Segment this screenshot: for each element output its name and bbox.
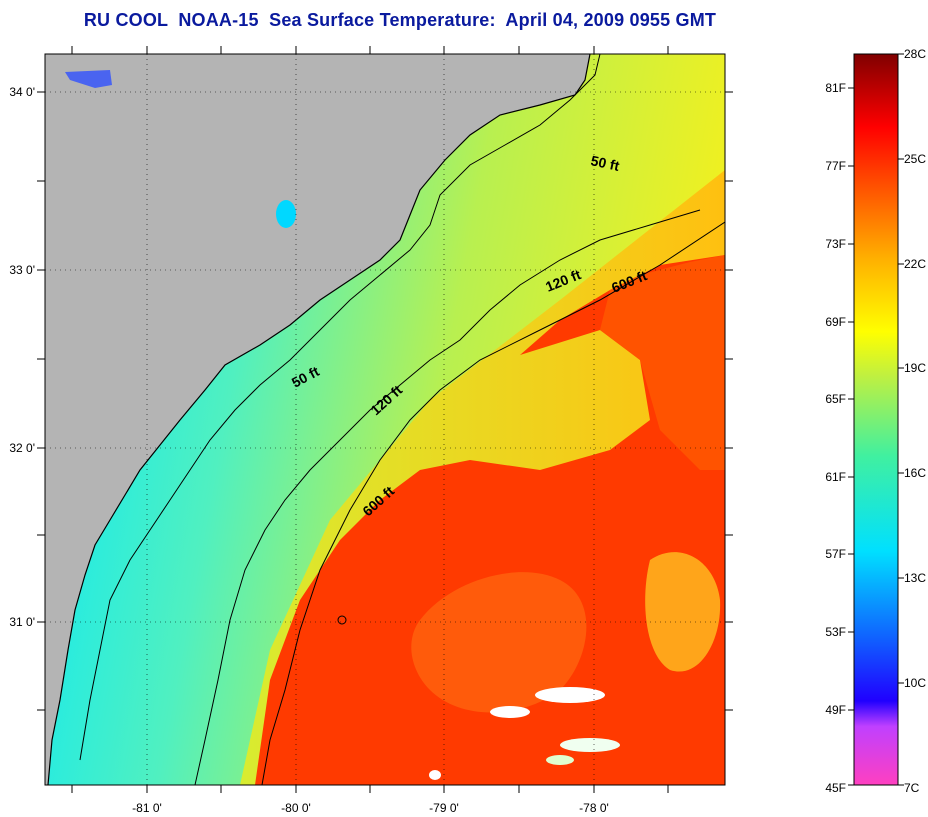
lat-label-32: 32 0' (9, 441, 35, 455)
f-label-45: 45F (825, 781, 846, 795)
f-label-57: 57F (825, 547, 846, 561)
c-label-28: 28C (904, 47, 926, 61)
lon-label-81: -81 0' (132, 801, 162, 815)
colorbar-gradient (853, 53, 899, 786)
c-label-19: 19C (904, 361, 926, 375)
lon-label-79: -79 0' (429, 801, 459, 815)
cloud-patches (429, 687, 620, 780)
c-label-16: 16C (904, 466, 926, 480)
lat-label-33: 33 0' (9, 263, 35, 277)
warm-eddy (411, 572, 587, 713)
axis-ticks (37, 46, 733, 793)
f-label-49: 49F (825, 703, 846, 717)
c-label-7: 7C (904, 781, 920, 795)
contour-label-50ft-north: 50 ft (589, 152, 621, 174)
contour-50ft (79, 54, 601, 761)
f-label-69: 69F (825, 315, 846, 329)
f-label-73: 73F (825, 237, 846, 251)
c-label-25: 25C (904, 152, 926, 166)
colorbar-ticks (848, 53, 904, 786)
map-frame (44, 53, 726, 786)
c-label-22: 22C (904, 257, 926, 271)
c-label-13: 13C (904, 571, 926, 585)
lon-label-78: -78 0' (579, 801, 609, 815)
lat-label-34: 34 0' (9, 85, 35, 99)
c-label-10: 10C (904, 676, 926, 690)
f-label-53: 53F (825, 625, 846, 639)
f-label-77: 77F (825, 159, 846, 173)
lat-label-31: 31 0' (9, 615, 35, 629)
graticule (45, 54, 725, 785)
colorbar: 81F 77F 73F 69F 65F 61F 57F 53F 49F 45F … (825, 47, 926, 795)
f-label-81: 81F (825, 81, 846, 95)
land-mass (45, 54, 590, 785)
f-label-61: 61F (825, 470, 846, 484)
contour-120ft (194, 209, 701, 785)
f-label-65: 65F (825, 392, 846, 406)
inland-lake (276, 200, 296, 228)
station-marker (337, 615, 347, 625)
coastline (47, 54, 591, 785)
lon-label-80: -80 0' (281, 801, 311, 815)
map-title: RU COOL NOAA-15 Sea Surface Temperature:… (83, 10, 717, 30)
contour-600ft (261, 221, 725, 785)
gulf-stream-warm-water (255, 255, 725, 785)
